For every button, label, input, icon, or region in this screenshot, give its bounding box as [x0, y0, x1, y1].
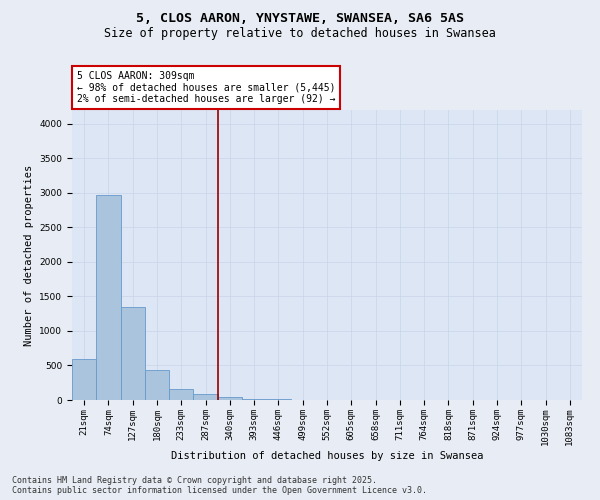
Text: Size of property relative to detached houses in Swansea: Size of property relative to detached ho…: [104, 28, 496, 40]
Text: 5, CLOS AARON, YNYSTAWE, SWANSEA, SA6 5AS: 5, CLOS AARON, YNYSTAWE, SWANSEA, SA6 5A…: [136, 12, 464, 26]
Bar: [121, 307, 145, 400]
Text: Contains HM Land Registry data © Crown copyright and database right 2025.
Contai: Contains HM Land Registry data © Crown c…: [12, 476, 427, 495]
X-axis label: Distribution of detached houses by size in Swansea: Distribution of detached houses by size …: [171, 451, 483, 461]
Bar: [72, 360, 96, 400]
Text: 5 CLOS AARON: 309sqm
← 98% of detached houses are smaller (5,445)
2% of semi-det: 5 CLOS AARON: 309sqm ← 98% of detached h…: [77, 71, 335, 104]
Bar: [218, 396, 242, 400]
Bar: [145, 370, 169, 400]
Y-axis label: Number of detached properties: Number of detached properties: [24, 164, 34, 346]
Bar: [169, 389, 193, 400]
Bar: [193, 394, 218, 400]
Bar: [242, 398, 266, 400]
Bar: [96, 195, 121, 400]
